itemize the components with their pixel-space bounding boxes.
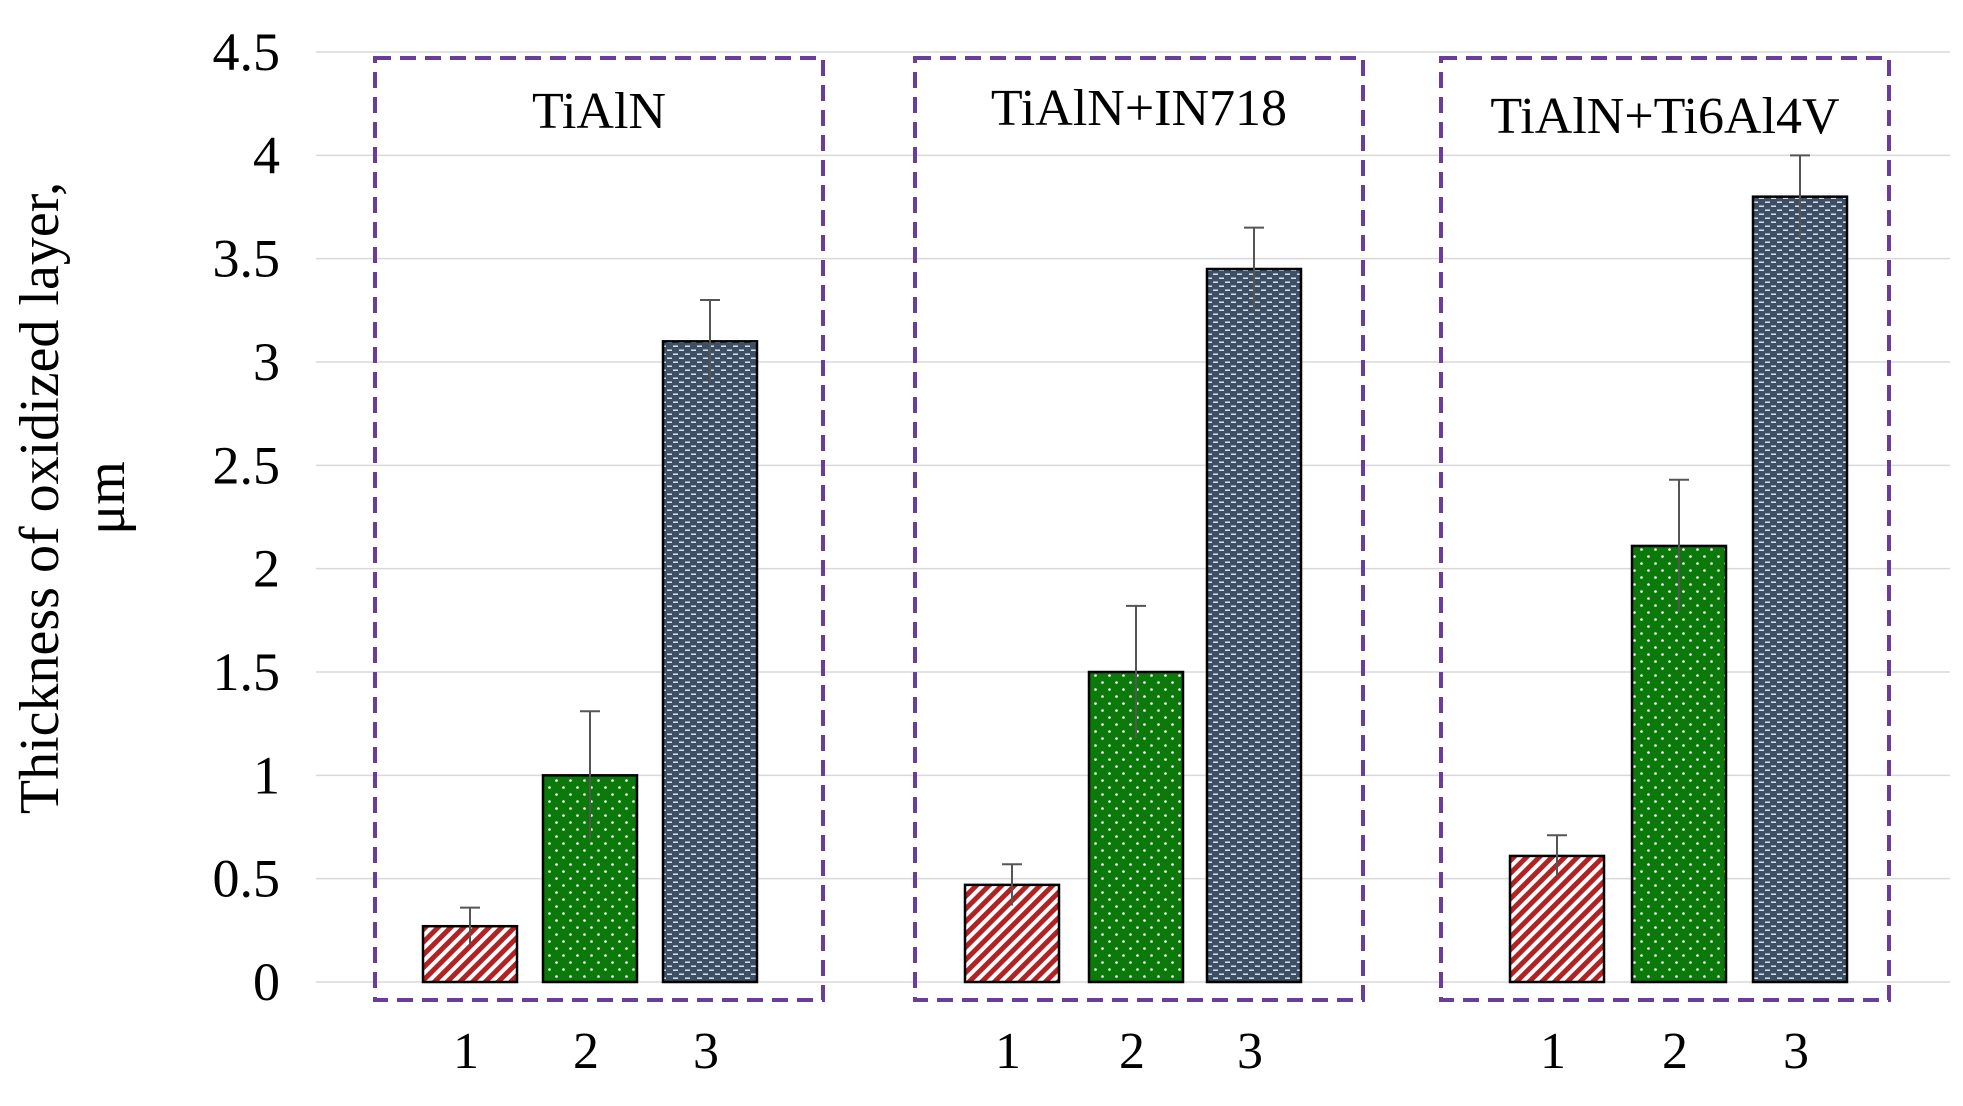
group-box xyxy=(913,56,1365,1002)
y-tick-label: 4 xyxy=(253,125,280,185)
bar xyxy=(1630,544,1728,984)
bar xyxy=(1508,854,1606,984)
y-tick-label: 2 xyxy=(253,539,280,599)
bar xyxy=(1205,267,1303,984)
x-tick-label: 3 xyxy=(1783,1023,1809,1080)
y-tick-label: 1.5 xyxy=(213,642,281,702)
group-title: TiAlN+Ti6Al4V xyxy=(1490,88,1839,145)
x-tick-label: 1 xyxy=(1540,1023,1566,1080)
y-axis-title-line-1: Thickness of oxidized layer, xyxy=(9,182,71,814)
x-axis-ticks: 1 2 3 1 2 3 1 2 3 xyxy=(453,1023,1809,1080)
x-tick-label: 2 xyxy=(573,1023,599,1080)
y-tick-label: 1 xyxy=(253,745,280,805)
group-boxes: TiAlN TiAlN+IN718 TiAlN+Ti6Al4V xyxy=(373,56,1891,1002)
bar xyxy=(1751,195,1849,984)
bars xyxy=(421,195,1849,984)
x-tick-label: 1 xyxy=(453,1023,479,1080)
y-tick-label: 0 xyxy=(253,952,280,1012)
y-axis-title: Thickness of oxidized layer, μm xyxy=(9,182,137,814)
group-box xyxy=(373,56,825,1002)
y-axis-title-line-2: μm xyxy=(75,461,137,535)
x-tick-label: 3 xyxy=(1237,1023,1263,1080)
error-bars xyxy=(460,154,1810,945)
group-title: TiAlN+IN718 xyxy=(991,80,1287,137)
x-tick-label: 2 xyxy=(1662,1023,1688,1080)
x-tick-label: 3 xyxy=(693,1023,719,1080)
group-box xyxy=(1439,56,1891,1002)
bar xyxy=(661,340,759,984)
x-tick-label: 2 xyxy=(1119,1023,1145,1080)
y-axis-ticks: 0 0.5 1 1.5 2 2.5 3 3.5 4 4.5 xyxy=(213,22,281,1012)
y-tick-label: 3.5 xyxy=(213,229,281,289)
group-title: TiAlN xyxy=(532,83,666,140)
y-tick-label: 2.5 xyxy=(213,435,281,495)
y-tick-label: 0.5 xyxy=(213,849,281,909)
y-tick-label: 4.5 xyxy=(213,22,281,82)
y-tick-label: 3 xyxy=(253,332,280,392)
x-tick-label: 1 xyxy=(995,1023,1021,1080)
